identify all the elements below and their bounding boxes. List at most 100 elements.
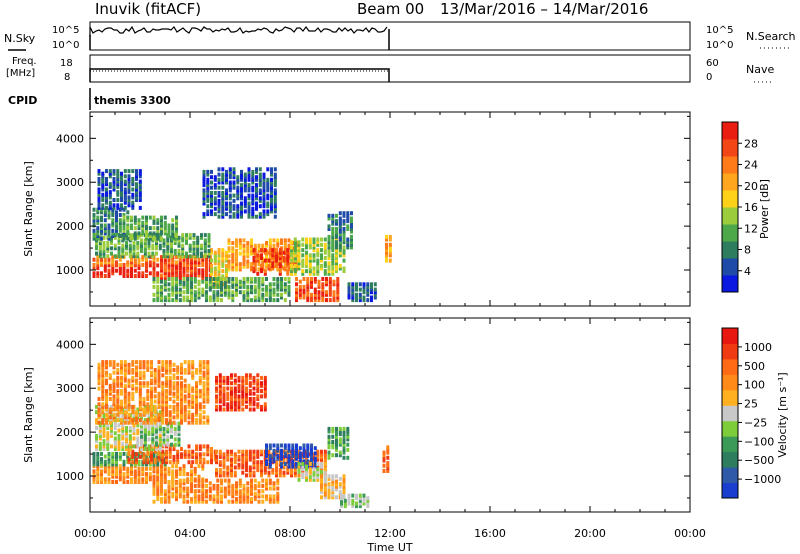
data-cell [96,220,100,225]
data-cell [252,269,256,274]
data-cell [162,251,166,256]
data-cell [246,494,250,499]
colorbar-tick-label: 25 [744,398,758,411]
data-cell [320,263,323,268]
data-cell [327,490,331,495]
data-cell [305,269,308,274]
data-cell [92,480,96,484]
data-cell [207,233,211,238]
data-cell [263,386,267,391]
data-cell [221,177,225,182]
data-cell [256,465,260,470]
data-cell [347,282,351,287]
data-cell [248,375,252,380]
data-cell [297,469,301,474]
data-cell [266,183,270,188]
data-cell [142,457,146,462]
data-cell [157,402,161,407]
data-cell [212,295,216,300]
data-cell [175,292,178,297]
data-cell [92,454,96,459]
data-cell [125,407,128,412]
data-cell [257,284,261,289]
data-cell [188,248,192,253]
data-cell [150,370,153,375]
data-cell [273,172,277,177]
data-cell [187,362,191,367]
data-cell [302,295,306,300]
data-cell [256,404,260,409]
data-cell [245,404,248,409]
data-cell [256,381,260,386]
data-cell [176,368,180,372]
data-cell [252,391,256,396]
data-cell [108,192,112,197]
data-cell [290,240,293,245]
data-cell [231,483,235,488]
data-cell [140,241,143,245]
colorbar-tick-label: 20 [744,180,758,193]
data-cell [167,260,171,265]
data-cell [160,236,163,241]
data-cell [235,287,238,292]
data-cell [260,470,263,475]
data-cell [197,273,201,278]
data-cell [166,424,170,429]
data-cell [152,234,156,238]
data-cell [242,295,246,300]
data-cell [135,389,138,394]
data-cell [153,389,157,394]
data-cell [191,412,195,417]
data-cell [253,486,257,491]
data-cell [313,456,317,461]
data-cell [236,214,240,219]
data-cell [328,298,332,303]
data-cell [308,462,312,466]
data-cell [96,469,100,474]
data-cell [112,169,116,174]
data-cell [313,292,317,297]
data-cell [215,375,218,380]
data-cell [218,399,222,404]
data-cell [336,282,340,287]
data-cell [103,223,107,228]
data-cell [167,234,171,238]
data-cell [208,497,212,502]
data-cell [95,444,98,449]
data-cell [120,378,123,383]
data-cell [273,206,277,211]
data-cell [135,190,138,195]
data-cell [308,245,312,250]
data-cell [251,214,255,219]
data-cell [138,362,142,367]
data-cell [130,236,133,241]
data-cell [346,447,350,452]
data-cell [136,431,140,436]
data-cell [202,172,206,177]
data-cell [280,443,283,448]
data-cell [187,460,191,465]
data-cell [316,261,320,266]
data-cell [218,473,222,478]
data-cell [268,478,272,483]
data-cell [115,462,118,467]
data-cell [237,394,241,399]
data-cell [153,410,157,415]
data-cell [327,256,331,260]
data-cell [260,394,263,399]
colorbar-tick-label: −100 [744,435,774,448]
data-cell [185,251,188,256]
data-cell [280,282,283,287]
data-cell [116,383,120,388]
data-cell [276,456,280,461]
data-cell [237,465,241,470]
data-cell [137,474,141,479]
data-cell [156,287,160,292]
data-cell [358,504,362,509]
data-cell [111,462,115,467]
data-cell [112,184,116,189]
data-cell [270,167,273,172]
data-cell [186,486,190,491]
data-cell [250,248,253,253]
data-cell [187,370,191,375]
